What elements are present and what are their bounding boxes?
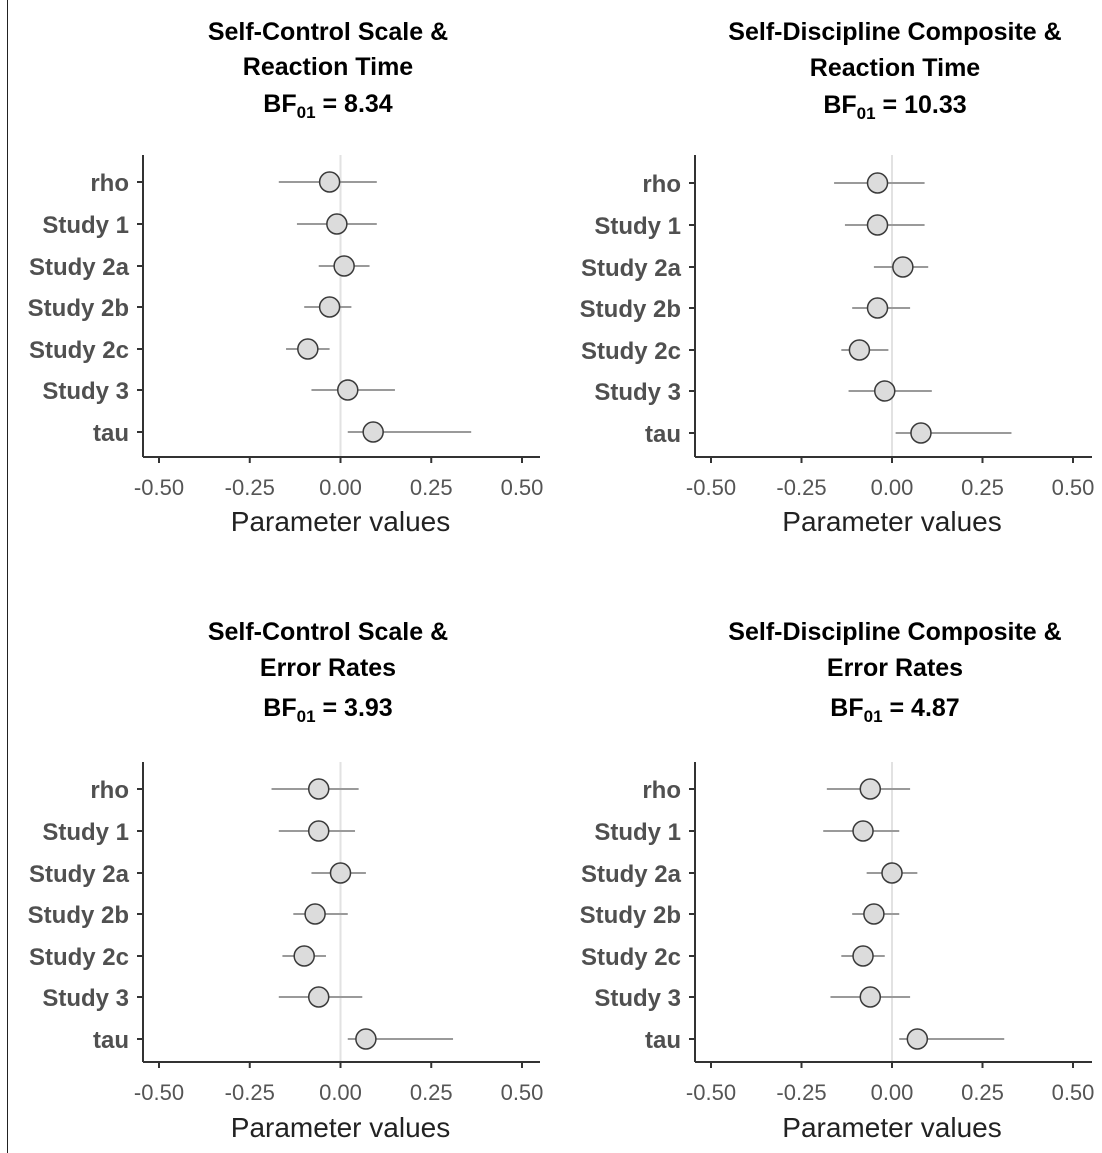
estimate-point: [848, 339, 871, 361]
category-label: Study 2a: [581, 255, 682, 282]
estimate-point: [906, 1028, 929, 1050]
panel-title-line-2: Error Rates: [260, 654, 396, 682]
x-tick-label: -0.25: [225, 1080, 275, 1105]
panel-title-line-1: Self-Discipline Composite &: [728, 18, 1061, 46]
x-tick-label: -0.25: [776, 1080, 826, 1105]
category-label: tau: [645, 1027, 681, 1054]
bayes-factor-label: BF01 = 4.87: [830, 694, 959, 726]
x-tick-label: 0.00: [319, 1080, 362, 1105]
category-label: Study 2b: [28, 902, 129, 929]
x-tick-label: -0.50: [134, 475, 184, 500]
category-label: Study 3: [594, 985, 681, 1012]
x-axis-title: Parameter values: [231, 506, 450, 537]
estimate-point: [892, 256, 914, 278]
estimate-point: [866, 214, 889, 236]
x-tick-label: -0.50: [134, 1080, 184, 1105]
x-tick-label: 0.50: [501, 1080, 544, 1105]
category-label: rho: [90, 170, 129, 197]
x-tick-label: -0.25: [225, 475, 275, 500]
category-label: Study 2c: [29, 944, 129, 971]
x-axis-title: Parameter values: [231, 1112, 450, 1143]
category-label: tau: [93, 420, 129, 447]
estimate-point: [859, 778, 882, 800]
category-label: Study 3: [42, 985, 129, 1012]
panel-title-line-2: Error Rates: [827, 654, 963, 682]
figure-border: [7, 0, 8, 1153]
estimate-point: [355, 1028, 377, 1050]
category-label: Study 1: [594, 213, 681, 240]
estimate-point: [866, 297, 889, 319]
estimate-point: [863, 903, 885, 925]
category-label: Study 2c: [581, 944, 681, 971]
bayes-factor-label: BF01 = 3.93: [263, 694, 392, 726]
estimate-point: [859, 986, 882, 1008]
category-label: Study 2b: [28, 295, 129, 322]
category-label: Study 3: [42, 378, 129, 405]
estimate-point: [333, 255, 355, 277]
estimate-point: [329, 862, 352, 884]
estimate-point: [874, 380, 896, 402]
category-label: Study 2a: [29, 254, 130, 281]
estimate-point: [326, 213, 348, 235]
estimate-point: [318, 171, 341, 193]
category-label: Study 1: [42, 819, 129, 846]
x-tick-label: 0.25: [410, 475, 453, 500]
estimate-point: [307, 820, 330, 842]
category-label: Study 2b: [580, 296, 681, 323]
category-label: rho: [642, 171, 681, 198]
panel-title-line-2: Reaction Time: [243, 53, 414, 81]
x-tick-label: 0.25: [961, 1080, 1004, 1105]
panel-title-line-2: Reaction Time: [810, 54, 981, 82]
x-tick-label: 0.00: [871, 475, 914, 500]
category-label: Study 2a: [581, 861, 682, 888]
x-tick-label: 0.25: [961, 475, 1004, 500]
x-tick-label: 0.50: [501, 475, 544, 500]
x-axis-title: Parameter values: [782, 506, 1001, 537]
estimate-point: [881, 862, 903, 884]
estimate-point: [910, 422, 932, 444]
estimate-point: [318, 296, 341, 318]
estimate-point: [337, 379, 359, 401]
estimate-point: [307, 778, 330, 800]
forest-panel-3: Self-Control Scale & Error Rates BF01 = 3.…: [28, 618, 544, 1143]
category-label: Study 3: [594, 379, 681, 406]
estimate-point: [852, 820, 874, 842]
estimate-point: [307, 986, 330, 1008]
x-tick-label: -0.25: [776, 475, 826, 500]
x-tick-label: 0.00: [871, 1080, 914, 1105]
category-label: rho: [642, 777, 681, 804]
panel-title-line-1: Self-Control Scale &: [208, 618, 448, 646]
x-tick-label: 0.50: [1052, 1080, 1095, 1105]
estimate-point: [866, 172, 889, 194]
estimate-point: [293, 945, 315, 967]
category-label: Study 2a: [29, 861, 130, 888]
x-tick-label: 0.25: [410, 1080, 453, 1105]
x-tick-label: 0.50: [1052, 475, 1095, 500]
x-tick-label: -0.50: [686, 1080, 736, 1105]
estimate-point: [852, 945, 874, 967]
estimate-point: [362, 421, 384, 443]
category-label: Study 1: [594, 819, 681, 846]
category-label: rho: [90, 777, 129, 804]
x-tick-label: -0.50: [686, 475, 736, 500]
x-axis-title: Parameter values: [782, 1112, 1001, 1143]
panel-title-line-1: Self-Discipline Composite &: [728, 618, 1061, 646]
category-label: tau: [645, 421, 681, 448]
category-label: Study 2b: [580, 902, 681, 929]
x-tick-label: 0.00: [319, 475, 362, 500]
estimate-point: [304, 903, 326, 925]
forest-panel-1: Self-Control Scale & Reaction Time BF01 = …: [28, 18, 544, 537]
bayes-factor-label: BF01 = 8.34: [263, 90, 392, 122]
category-label: Study 1: [42, 212, 129, 239]
panel-title-line-1: Self-Control Scale &: [208, 18, 448, 46]
forest-panel-2: Self-Discipline Composite & Reaction Time…: [580, 18, 1095, 537]
estimate-point: [297, 338, 319, 360]
category-label: Study 2c: [29, 337, 129, 364]
category-label: Study 2c: [581, 338, 681, 365]
bayes-factor-label: BF01 = 10.33: [823, 91, 966, 123]
category-label: tau: [93, 1027, 129, 1054]
forest-panel-4: Self-Discipline Composite & Error Rates BF…: [580, 618, 1095, 1143]
